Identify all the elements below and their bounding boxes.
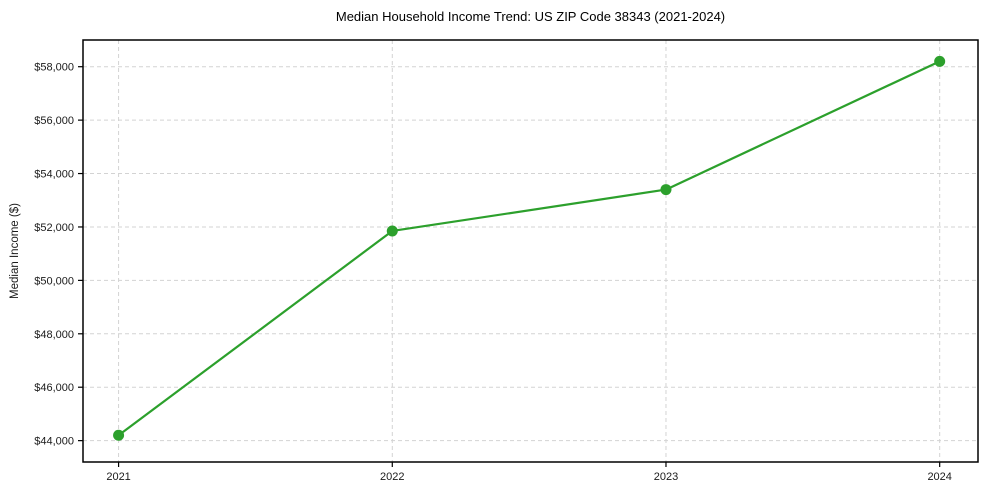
data-point-marker [386,225,398,237]
y-tick-label: $50,000 [34,275,74,287]
axis-tick-labels: $44,000 $46,000 $48,000 $50,000 $52,000 $54,0… [34,62,952,483]
y-tick-label: $58,000 [34,62,74,74]
y-tick-label: $44,000 [34,436,74,448]
trend-line [117,60,941,437]
y-tick-label: $48,000 [34,329,74,341]
data-point-marker [660,184,672,196]
x-tick-label: 2022 [380,471,404,483]
y-tick-label: $54,000 [34,169,74,181]
plot-area-border [82,39,979,463]
chart-title: Median Household Income Trend: US ZIP Co… [336,9,725,24]
axis-ticks [78,66,941,467]
plot-border [82,39,979,463]
x-tick-label: 2021 [106,471,130,483]
y-tick-label: $56,000 [34,115,74,127]
x-tick-label: 2024 [927,471,951,483]
y-tick-label: $52,000 [34,222,74,234]
gridlines [83,40,978,462]
y-axis-label: Median Income ($) [9,203,21,299]
data-point-marker [113,429,125,441]
data-point-marker [934,55,946,67]
data-series [113,55,946,441]
y-tick-label: $46,000 [34,382,74,394]
x-tick-label: 2023 [654,471,678,483]
